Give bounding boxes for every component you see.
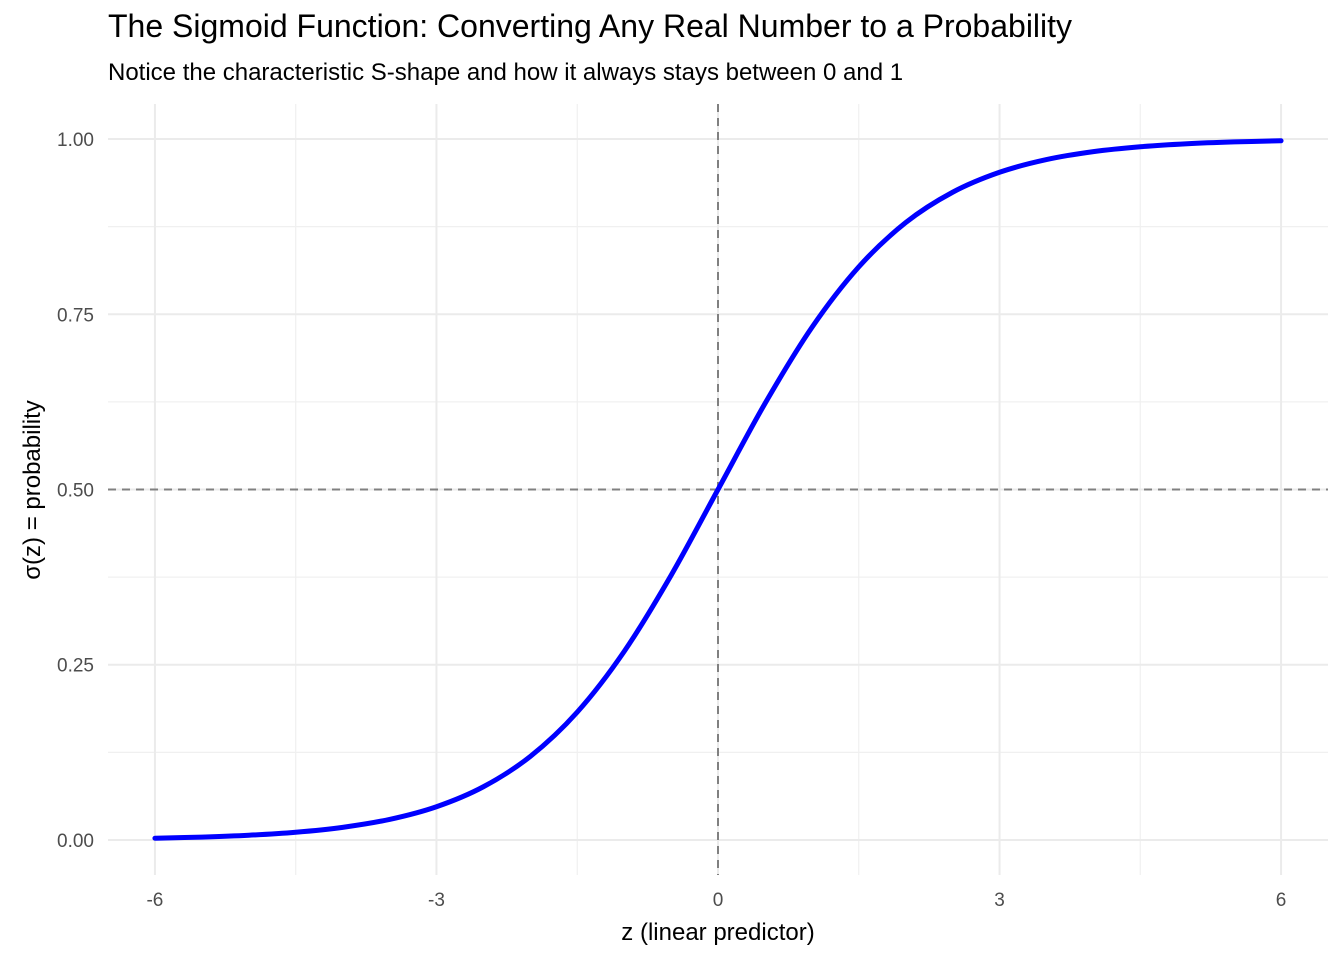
sigmoid-series-line bbox=[152, 138, 1284, 841]
x-tick-label: -3 bbox=[428, 890, 445, 911]
y-tick-label: 0.00 bbox=[57, 831, 94, 852]
x-axis-title: z (linear predictor) bbox=[621, 919, 814, 946]
y-tick-label: 0.75 bbox=[57, 305, 94, 326]
y-axis-ticks: 0.00 0.25 0.50 0.75 1.00 bbox=[57, 130, 94, 852]
y-axis-title: σ(z) = probability bbox=[19, 400, 46, 580]
y-tick-label: 0.50 bbox=[57, 481, 94, 502]
x-tick-label: 3 bbox=[994, 890, 1005, 911]
x-axis-ticks: -6 -3 0 3 6 bbox=[146, 890, 1286, 911]
chart-title: The Sigmoid Function: Converting Any Rea… bbox=[108, 8, 1073, 44]
chart-subtitle: Notice the characteristic S-shape and ho… bbox=[108, 59, 904, 86]
series-layer bbox=[152, 138, 1284, 841]
x-tick-label: 0 bbox=[713, 890, 724, 911]
x-tick-label: 6 bbox=[1276, 890, 1287, 911]
y-tick-label: 1.00 bbox=[57, 130, 94, 151]
y-tick-label: 0.25 bbox=[57, 656, 94, 677]
x-tick-label: -6 bbox=[146, 890, 163, 911]
